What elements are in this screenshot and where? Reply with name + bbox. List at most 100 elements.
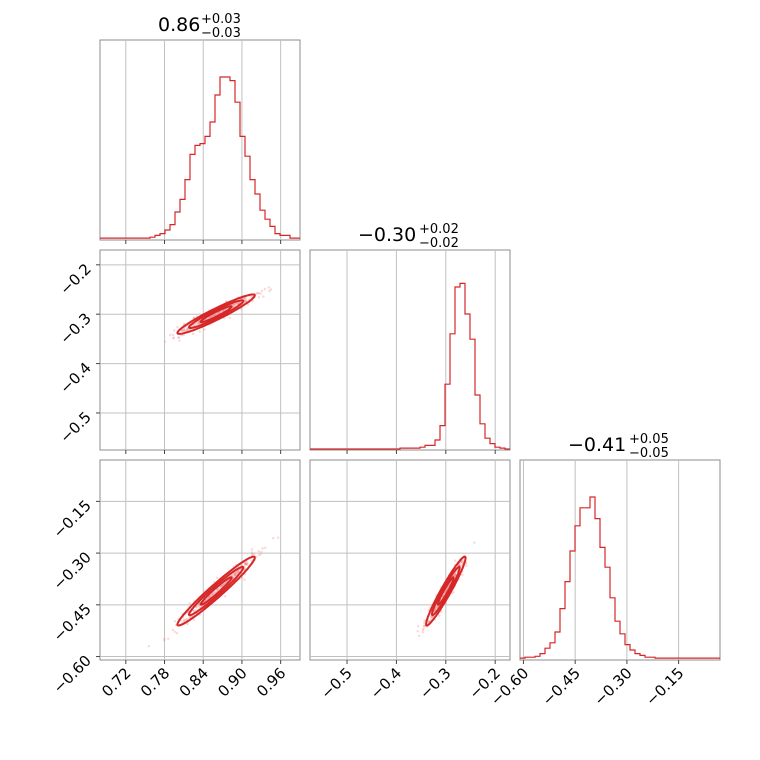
sample-point xyxy=(172,337,175,340)
ytick-label-10-3: −0.5 xyxy=(56,408,94,446)
title-param1-median: −0.30 xyxy=(358,224,416,246)
ytick-label-10-2: −0.4 xyxy=(56,359,94,397)
sample-point xyxy=(454,572,457,576)
sample-point xyxy=(197,604,200,607)
sample-point xyxy=(194,608,198,612)
sample-point xyxy=(461,560,464,564)
sample-point xyxy=(220,585,223,588)
xtick-label-22-1: −0.45 xyxy=(539,664,584,709)
sample-point xyxy=(465,564,468,567)
sample-point xyxy=(423,624,426,627)
sample-point xyxy=(416,630,419,633)
title-param2-minus: −0.05 xyxy=(629,446,669,461)
sample-point xyxy=(213,313,216,317)
title-param2-median: −0.41 xyxy=(568,434,626,456)
sample-point xyxy=(185,618,188,621)
sample-point xyxy=(434,607,437,610)
hist-step-param1 xyxy=(310,282,510,450)
sample-point xyxy=(236,570,239,573)
sample-point xyxy=(276,536,280,539)
sample-point xyxy=(256,291,259,295)
sample-point xyxy=(233,573,237,577)
title-param2: −0.41 +0.05 −0.05 xyxy=(568,432,669,461)
sample-point xyxy=(211,314,215,318)
sample-point xyxy=(147,645,150,648)
ytick-label-20-1: −0.30 xyxy=(50,548,95,593)
sample-point xyxy=(186,328,189,332)
sample-point xyxy=(203,328,206,331)
sample-point xyxy=(193,323,197,326)
sample-point xyxy=(214,313,217,316)
sample-point xyxy=(244,300,247,303)
sample-point xyxy=(210,315,213,319)
sample-point xyxy=(245,563,249,566)
sample-point xyxy=(244,300,247,303)
sample-point xyxy=(453,573,457,577)
sample-point xyxy=(461,573,464,576)
sample-point xyxy=(173,620,177,623)
sample-point xyxy=(183,329,186,333)
sample-point xyxy=(246,303,250,306)
sample-point xyxy=(236,571,240,574)
sample-point xyxy=(195,605,198,609)
sample-point xyxy=(234,571,238,575)
sample-point xyxy=(260,550,263,554)
title-param1: −0.30 +0.02 −0.02 xyxy=(358,222,459,251)
sample-point xyxy=(188,602,191,605)
sample-point xyxy=(180,329,184,332)
sample-point xyxy=(180,329,183,332)
sample-point xyxy=(193,323,196,327)
sample-point xyxy=(429,617,433,620)
sample-point xyxy=(255,292,259,295)
sample-point xyxy=(430,615,434,618)
sample-point xyxy=(231,303,235,307)
sample-point xyxy=(178,339,181,342)
sample-point xyxy=(208,594,212,598)
sample-point xyxy=(216,576,219,579)
sample-point xyxy=(182,620,185,623)
sample-point xyxy=(427,609,430,612)
sample-point xyxy=(207,316,210,320)
sample-point xyxy=(222,583,225,586)
contour-p1-p0-1 xyxy=(187,299,245,329)
sample-point xyxy=(458,563,461,567)
title-param0: 0.86 +0.03 −0.03 xyxy=(158,12,241,41)
sample-point xyxy=(233,571,236,575)
sample-point xyxy=(233,302,237,305)
xtick-label-22-2: −0.30 xyxy=(590,664,635,709)
sample-point xyxy=(244,563,247,566)
sample-point xyxy=(453,573,456,577)
sample-point xyxy=(171,628,174,632)
sample-point xyxy=(236,302,239,305)
sample-point xyxy=(251,299,254,303)
sample-point xyxy=(244,297,248,300)
sample-point xyxy=(460,560,463,564)
sample-point xyxy=(272,537,275,540)
sample-point xyxy=(244,299,247,303)
sample-point xyxy=(440,610,443,613)
sample-point xyxy=(260,289,264,293)
sample-point xyxy=(259,292,262,295)
panel-hist-param1 xyxy=(309,249,511,451)
sample-point xyxy=(453,559,457,562)
sample-point xyxy=(233,304,236,307)
ytick-label-10-1: −0.3 xyxy=(56,309,94,347)
sample-point xyxy=(189,615,192,618)
sample-point xyxy=(212,314,215,317)
sample-point xyxy=(261,547,264,550)
xtick-label-20-1: 0.78 xyxy=(137,664,173,700)
sample-point xyxy=(211,593,214,597)
sample-point xyxy=(250,551,254,554)
sample-point xyxy=(422,627,425,630)
xtick-label-21-0: −0.5 xyxy=(317,664,355,702)
sample-point xyxy=(173,630,176,633)
sample-point xyxy=(171,333,175,337)
sample-point xyxy=(216,588,219,591)
ytick-label-20-3: −0.60 xyxy=(50,652,95,697)
title-param0-median: 0.86 xyxy=(158,14,200,36)
sample-point xyxy=(186,327,189,330)
sample-point xyxy=(220,310,223,313)
sample-point xyxy=(220,584,224,587)
sample-point xyxy=(244,562,247,565)
